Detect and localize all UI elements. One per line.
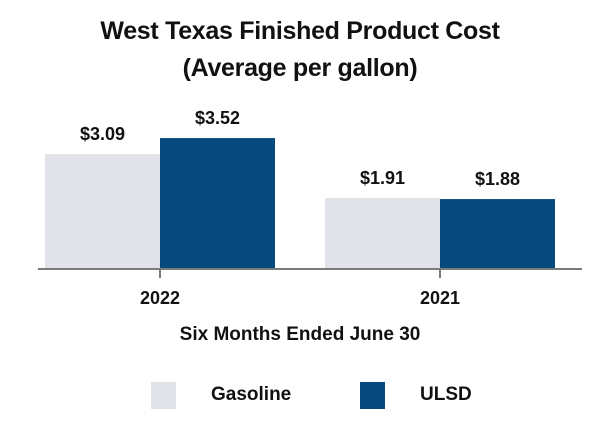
x-tick-label-2022: 2022 [140, 288, 180, 308]
value-label-ulsd-2022: $3.52 [195, 108, 240, 128]
legend-label-gasoline: Gasoline [211, 384, 292, 405]
legend-label-ulsd: ULSD [420, 384, 472, 405]
value-label-gasoline-2022: $3.09 [80, 124, 125, 144]
x-axis-label: Six Months Ended June 30 [180, 324, 421, 345]
value-label-ulsd-2021: $1.88 [475, 169, 520, 189]
legend-swatch-ulsd [360, 381, 385, 409]
chart-subtitle: (Average per gallon) [182, 54, 418, 82]
chart-title: West Texas Finished Product Cost [100, 17, 500, 45]
bar-gasoline-2021 [325, 197, 440, 269]
legend-item-ulsd: ULSD [360, 381, 472, 409]
x-tick-label-2021: 2021 [420, 288, 460, 308]
legend-item-gasoline: Gasoline [151, 381, 291, 409]
bar-ulsd-2022 [160, 138, 275, 269]
bar-gasoline-2022 [45, 154, 160, 269]
value-label-gasoline-2021: $1.91 [360, 168, 405, 188]
bar-ulsd-2021 [440, 199, 555, 269]
legend-swatch-gasoline [151, 381, 176, 409]
